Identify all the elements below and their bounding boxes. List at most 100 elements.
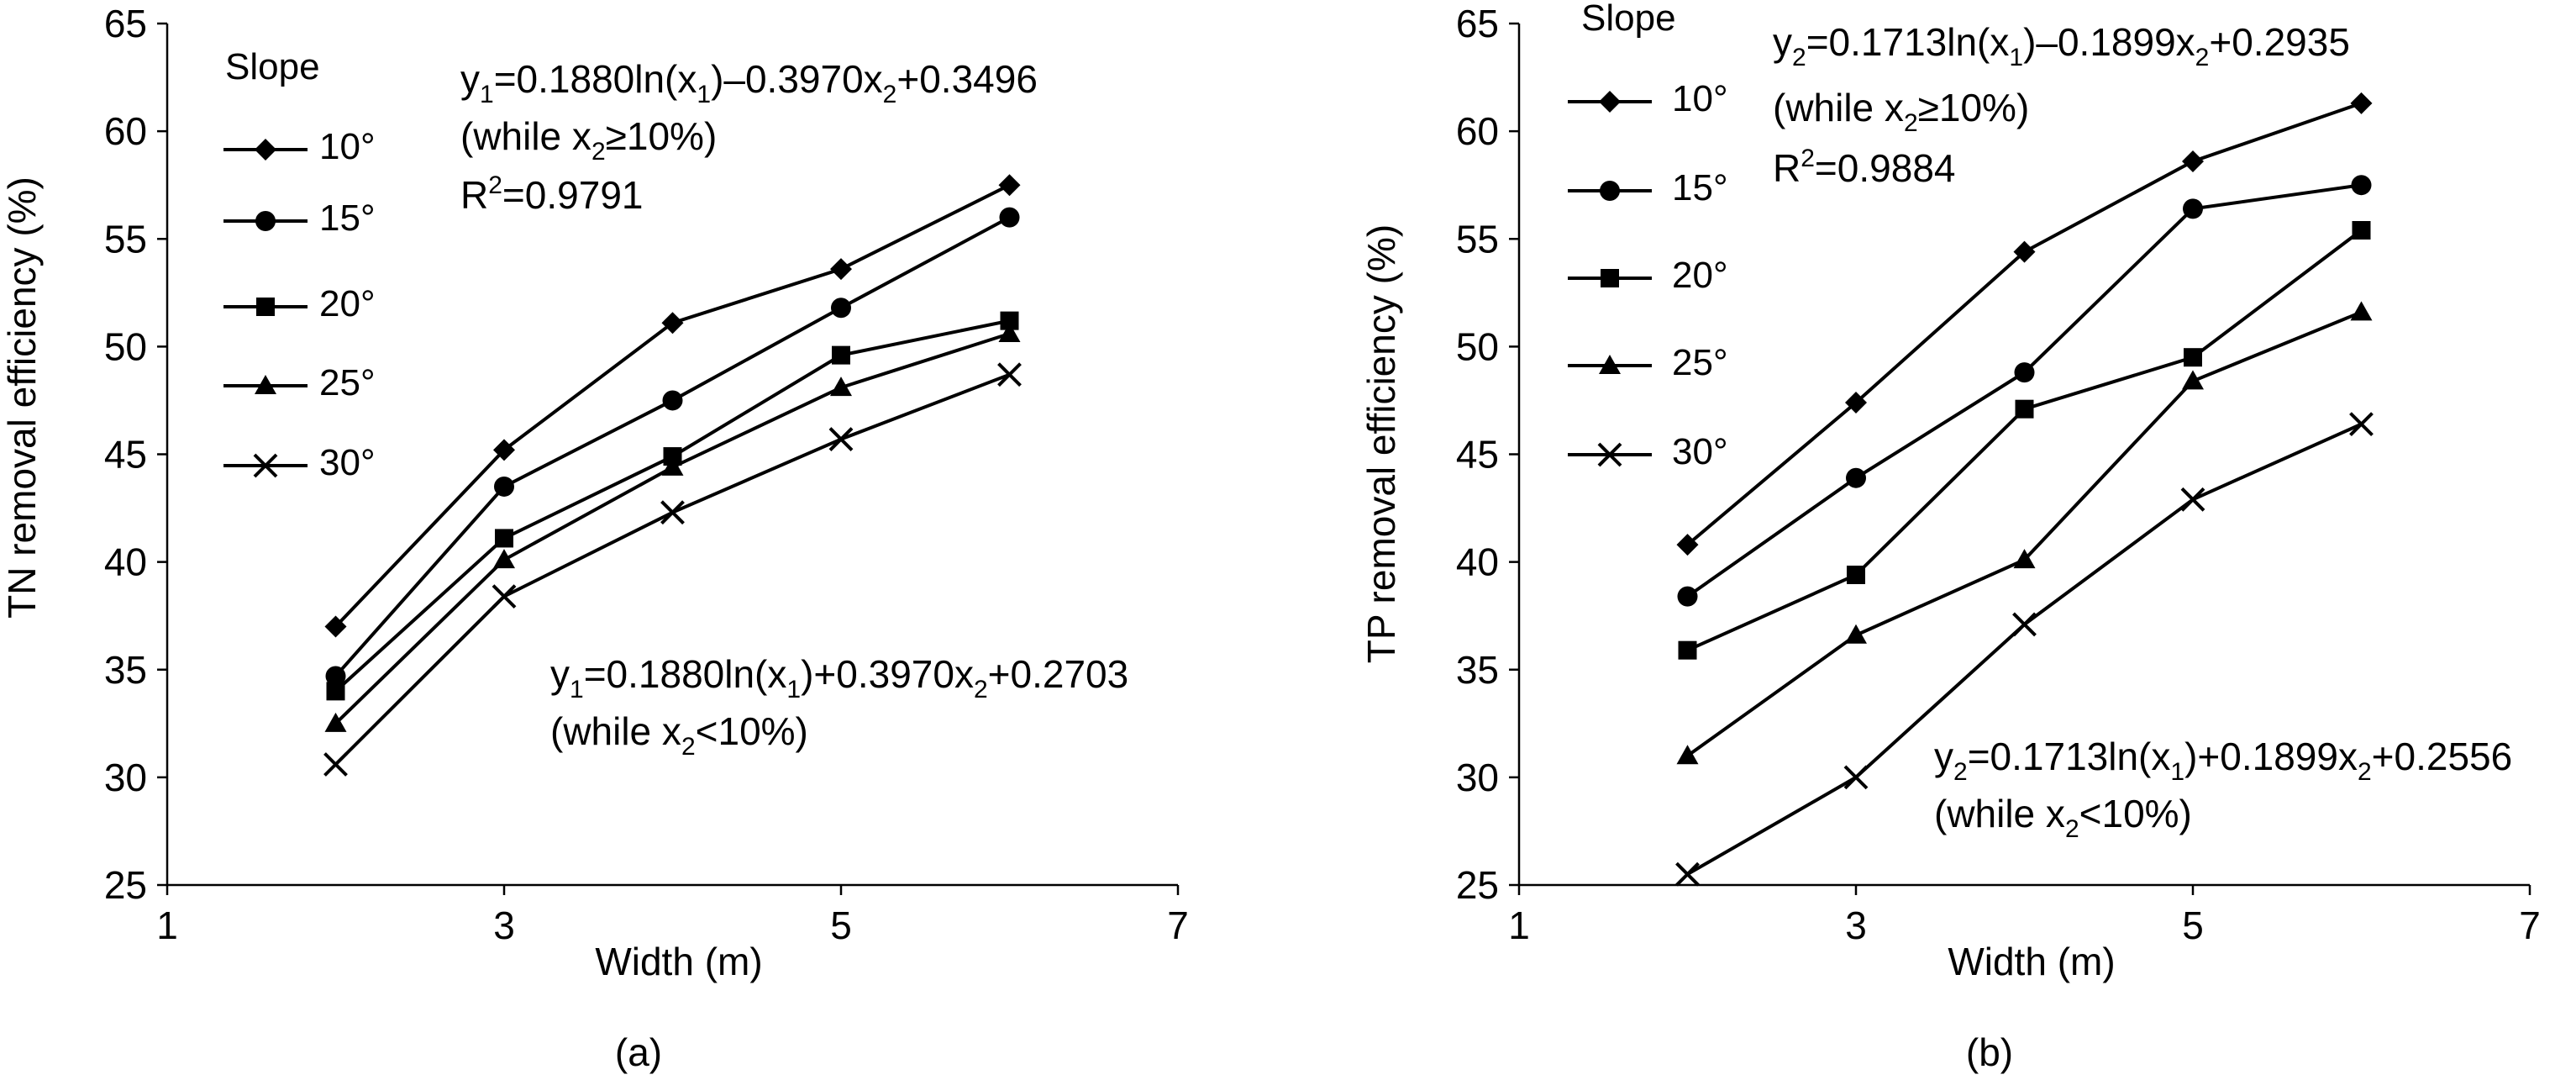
panel-b-series-30-point-2	[1675, 861, 1700, 887]
panel-a-series-20	[326, 311, 1019, 701]
panel-b-series-20-line	[1686, 229, 2363, 652]
panel-a-legend: Slope 10° 15° 20° 25° 30°	[223, 46, 376, 483]
panel-b-series-30-point-4	[2012, 612, 2037, 637]
panel-b-x-tick-label-1: 1	[1508, 904, 1530, 947]
panel-a-series-30-line	[334, 372, 1011, 766]
panel-b-series-30-point-3	[1843, 765, 1869, 790]
panel-a-equation-upper: y1=0.1880ln(x1)–0.3970x2+0.3496 (while x…	[460, 57, 1038, 217]
panel-b-eq-upper-line1: y2=0.1713ln(x1)–0.1899x2+0.2935	[1773, 20, 2350, 71]
panel-a-equation-lower: y1=0.1880ln(x1)+0.3970x2+0.2703 (while x…	[550, 652, 1128, 761]
panel-b-series-10-point-5	[2182, 150, 2204, 172]
panel-b-legend-marker-25	[1599, 355, 1621, 374]
panel-a-eq-lower-line1: y1=0.1880ln(x1)+0.3970x2+0.2703	[550, 652, 1128, 703]
panel-a-series-30-point-5	[828, 427, 854, 451]
panel-a-legend-title: Slope	[225, 46, 320, 87]
panel-a-series-30-point-3	[492, 584, 517, 609]
panel-b-y-tick-label-40: 40	[1456, 540, 1499, 584]
panel-a-plot-marks	[323, 174, 1022, 777]
panel-b-x-tick-label-5: 5	[2182, 904, 2204, 947]
panel-a-legend-marker-15	[255, 211, 276, 231]
panel-a-legend-items	[223, 139, 308, 478]
panel-b-legend-label-25: 25°	[1672, 342, 1728, 383]
panel-a-series-25-point-4	[661, 456, 684, 476]
panel-a-legend-swatch-20	[223, 298, 308, 316]
panel-b-series-10-point-2	[1676, 534, 1699, 556]
panel-a-series-30-point-6	[997, 362, 1022, 387]
panel-a-series-25-point-5	[830, 377, 852, 397]
panel-a-y-tick-label-55: 55	[104, 217, 147, 261]
panel-b-equation-upper: y2=0.1713ln(x1)–0.1899x2+0.2935 (while x…	[1773, 20, 2350, 190]
panel-a-eq-upper-line2: (while x2≥10%)	[460, 114, 717, 166]
panel-b-legend-swatch-20	[1568, 269, 1652, 287]
panel-a-x-tick-label-7: 7	[1167, 904, 1189, 947]
panel-a-series-20-point-2	[326, 682, 345, 701]
panel-b-x-tick-label-7: 7	[2519, 904, 2541, 947]
panel-b-series-30	[1675, 412, 2374, 887]
panel-b-series-25-point-4	[2013, 549, 2036, 569]
panel-b-y-axis-title: TP removal efficiency (%)	[1359, 224, 1403, 663]
panel-a-series-10-point-4	[661, 312, 684, 335]
panel-a-legend-label-10: 10°	[319, 126, 376, 167]
panel-a-series-15-point-5	[831, 298, 851, 319]
panel-a-series-15-point-2	[325, 666, 346, 687]
panel-a-legend-label-25: 25°	[319, 362, 376, 403]
panel-a-series-15-point-3	[494, 476, 514, 497]
panel-a-legend-swatch-25	[223, 375, 308, 394]
panel-a-y-tick-label-25: 25	[104, 863, 147, 907]
panel-a-eq-lower-line2: (while x2<10%)	[550, 709, 808, 761]
panel-a-series-30-point-4	[660, 500, 685, 525]
panel-b-series-30-point-5	[2180, 487, 2205, 512]
panel-a-series-15-line	[334, 215, 1011, 677]
panel-a-legend-label-15: 15°	[319, 198, 376, 239]
panel-a-y-tick-label-45: 45	[104, 433, 147, 477]
panel-a-series-20-point-6	[1000, 311, 1019, 330]
panel-a-legend-swatch-15	[223, 211, 308, 231]
panel-b-series-10	[1676, 92, 2373, 556]
panel-a-series-10-point-3	[493, 439, 515, 461]
panel-b-legend-swatch-30	[1568, 442, 1652, 467]
panel-a-x-tick-label-5: 5	[830, 904, 852, 947]
panel-a-x-tick-label-3: 3	[493, 904, 515, 947]
panel-a-y-tick-label-50: 50	[104, 324, 147, 368]
panel-a-series-25-point-6	[998, 323, 1021, 342]
panel-b-series-25-point-3	[1845, 624, 1867, 644]
panel-a-x-axis-title: Width (m)	[595, 940, 762, 983]
panel-b-legend: Slope 10° 15° 20° 25° 30°	[1568, 0, 1728, 472]
panel-b-y-tick-label-45: 45	[1456, 433, 1499, 477]
panel-b-series-10-point-6	[2350, 92, 2373, 114]
panel-a-series-10	[324, 174, 1021, 638]
panel-a-series-25-point-3	[493, 549, 515, 569]
panel-b-eq-upper-r2: R2=0.9884	[1773, 145, 1955, 190]
panel-b-series-20-point-4	[2015, 399, 2034, 419]
panel-b-legend-marker-15	[1600, 181, 1620, 201]
panel-b-eq-upper-line2: (while x2≥10%)	[1773, 86, 2029, 137]
panel-a-legend-marker-20	[256, 298, 275, 316]
panel-a-series-10-point-6	[998, 174, 1021, 197]
panel-a-y-tick-label-65: 65	[104, 2, 147, 45]
panel-a-series-25	[324, 323, 1021, 732]
panel-a-y-tick-label-35: 35	[104, 648, 147, 692]
panel-b-series-25-point-2	[1676, 745, 1699, 765]
panel-b-legend-items	[1568, 91, 1652, 467]
panel-b-equation-lower: y2=0.1713ln(x1)+0.1899x2+0.2556 (while x…	[1934, 735, 2512, 843]
panel-b-legend-label-10: 10°	[1672, 78, 1728, 119]
panel-b-y-tick-label-60: 60	[1456, 109, 1499, 153]
panel-b-series-10-point-4	[2013, 240, 2036, 263]
panel-a-series-15	[325, 207, 1020, 687]
panel-a-series-30-point-2	[323, 752, 348, 777]
panel-a-series-10-point-5	[830, 258, 852, 281]
panel-b-y-tick-label-30: 30	[1456, 756, 1499, 799]
panel-b-series-25-point-5	[2182, 370, 2204, 390]
panel-b-series-25	[1676, 301, 2373, 765]
panel-a-legend-marker-25	[255, 375, 276, 394]
panel-b-series-15-point-6	[2351, 175, 2372, 196]
panel-b-legend-marker-20	[1601, 269, 1619, 287]
panel-b-eq-lower-line2: (while x2<10%)	[1934, 792, 2192, 843]
panel-a-legend-swatch-30	[223, 453, 308, 478]
panel-b-legend-label-30: 30°	[1672, 431, 1728, 472]
panel-b-legend-swatch-10	[1568, 91, 1652, 113]
panel-b-legend-label-15: 15°	[1672, 167, 1728, 208]
panel-b-y-tick-label-25: 25	[1456, 863, 1499, 907]
